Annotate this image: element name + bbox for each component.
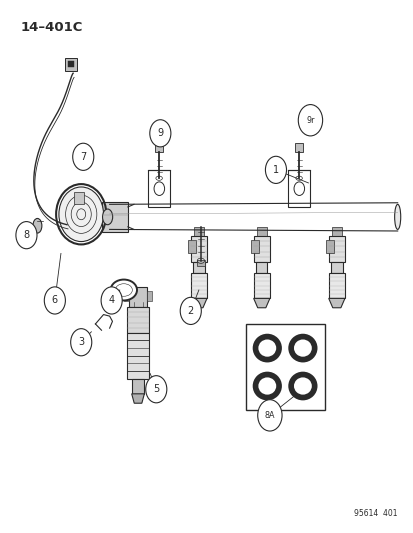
Text: 7: 7 [80,152,86,162]
Text: 6: 6 [52,295,58,305]
Bar [190,273,206,298]
Circle shape [44,287,65,314]
Ellipse shape [110,279,137,301]
Bar [193,262,204,273]
Text: 14–401C: 14–401C [20,21,83,34]
Circle shape [73,143,94,171]
Ellipse shape [293,340,311,357]
Bar [74,192,84,204]
Bar [245,324,324,410]
Bar [190,236,206,262]
Circle shape [101,287,122,314]
Circle shape [293,182,304,196]
Ellipse shape [287,372,317,400]
Text: 1: 1 [272,165,278,175]
Bar [325,240,334,253]
Bar [155,143,162,152]
Text: 4: 4 [108,295,114,305]
Bar [131,378,144,394]
Bar [330,262,342,273]
Polygon shape [253,298,269,308]
Ellipse shape [258,377,275,394]
Bar [253,236,269,262]
Polygon shape [131,394,144,403]
Bar [127,307,148,333]
Text: 8A: 8A [264,411,275,420]
Bar [253,273,269,298]
Ellipse shape [258,340,275,357]
Circle shape [154,182,164,196]
Ellipse shape [33,219,42,233]
Bar [256,227,266,236]
Bar [101,201,128,232]
Ellipse shape [115,284,132,296]
Circle shape [297,104,322,136]
Bar [295,143,302,152]
Circle shape [71,329,92,356]
Bar [328,273,344,298]
Bar [188,240,196,253]
Bar [256,262,267,273]
Bar [127,333,148,378]
Bar [251,240,259,253]
Ellipse shape [252,372,281,400]
Bar [197,260,204,266]
Ellipse shape [287,334,317,362]
Text: 2: 2 [187,306,193,316]
Ellipse shape [293,377,311,394]
Text: 9: 9 [157,128,163,138]
Text: 9r: 9r [306,116,314,125]
Polygon shape [328,298,344,308]
Text: 8: 8 [24,230,29,240]
Circle shape [150,120,171,147]
Bar [328,236,344,262]
Bar [129,287,147,307]
Circle shape [16,222,37,249]
Polygon shape [190,298,206,308]
Text: 95614  401: 95614 401 [354,509,397,518]
Ellipse shape [59,187,103,241]
Bar [147,292,152,301]
Text: 5: 5 [153,384,159,394]
Circle shape [257,400,281,431]
Bar [124,292,129,301]
Circle shape [180,297,201,325]
Ellipse shape [252,334,281,362]
Bar [331,227,341,236]
Text: 3: 3 [78,337,84,347]
Bar [65,58,77,71]
Bar [68,61,74,68]
Circle shape [265,156,286,183]
Ellipse shape [102,209,112,225]
Circle shape [145,376,166,403]
Ellipse shape [394,204,400,229]
Bar [194,227,203,236]
